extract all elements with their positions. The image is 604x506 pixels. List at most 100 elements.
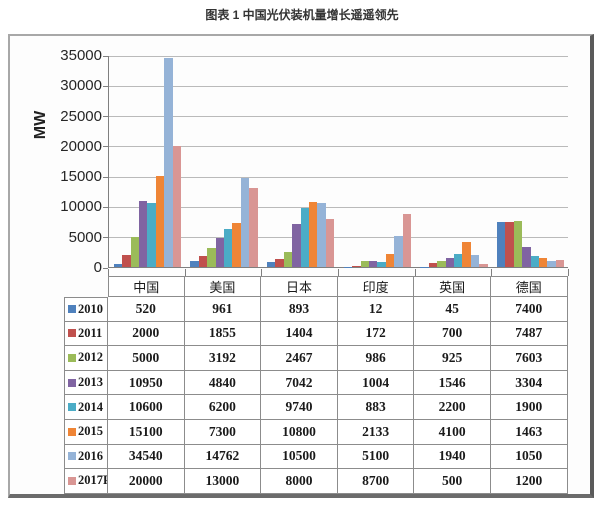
bar <box>309 201 318 267</box>
table-value-cell: 13000 <box>184 469 262 494</box>
bar <box>368 260 378 267</box>
table-year-label: 2016 <box>78 448 103 463</box>
table-value-cell: 2467 <box>261 346 338 371</box>
legend-swatch <box>68 378 76 387</box>
gridline <box>109 116 568 118</box>
table-value-cell: 1200 <box>490 469 568 494</box>
y-tick-label: 0 <box>93 259 102 276</box>
table-year-cell: 2015 <box>64 419 108 445</box>
table-value-cell: 520 <box>108 297 185 322</box>
plot-area <box>108 55 569 268</box>
x-tick-mark <box>568 269 569 276</box>
y-tick-label: 20000 <box>60 137 102 155</box>
table-value-cell: 1546 <box>414 370 491 396</box>
bar <box>164 57 173 267</box>
bar <box>428 262 438 267</box>
table-year-label: 2012 <box>78 350 103 365</box>
bar <box>232 222 241 267</box>
legend-swatch <box>68 452 76 461</box>
page-title: 图表 1 中国光伏装机量增长遥遥领先 <box>205 8 399 22</box>
bar <box>300 208 310 267</box>
table-value-cell: 12 <box>337 297 415 322</box>
bar <box>198 255 208 267</box>
table-year-label: 2017F <box>78 473 108 488</box>
table-value-cell: 500 <box>414 469 491 494</box>
table-value-cell: 7300 <box>184 419 262 445</box>
table-year-cell: 2011 <box>64 321 108 347</box>
table-value-cell: 1900 <box>490 395 568 420</box>
table-header-cell: 中国 <box>108 276 185 297</box>
table-value-cell: 45 <box>414 297 491 322</box>
y-tick-label: 35000 <box>60 47 102 64</box>
y-tick-label: 5000 <box>68 228 102 246</box>
bar <box>138 200 148 267</box>
bar <box>122 254 131 267</box>
bar-group-3 <box>262 56 339 267</box>
table-value-cell: 3192 <box>184 346 262 371</box>
legend-swatch <box>68 329 76 338</box>
bar <box>130 236 139 267</box>
bar <box>555 259 565 267</box>
bar-group-6 <box>492 56 569 267</box>
table-year-cell: 2012 <box>64 346 108 371</box>
table-header-cell: 英国 <box>414 276 491 297</box>
table-year-cell: 2017F <box>64 469 108 494</box>
gridline <box>109 206 568 208</box>
y-tick-mark <box>103 206 108 208</box>
bar <box>479 264 488 267</box>
y-tick-label: 15000 <box>60 168 102 186</box>
bar <box>445 257 454 267</box>
bar <box>402 214 411 267</box>
table-value-cell: 925 <box>414 346 491 371</box>
bar <box>155 175 165 267</box>
table-year-cell: 2014 <box>64 395 108 420</box>
table-value-cell: 893 <box>261 297 338 322</box>
table-value-cell: 7603 <box>490 346 568 371</box>
bar <box>215 237 224 267</box>
bar <box>497 222 506 267</box>
table-value-cell: 14762 <box>184 444 262 470</box>
x-tick-mark <box>108 269 109 276</box>
table-value-cell: 2133 <box>337 419 415 445</box>
table-header-cell: 日本 <box>261 276 338 297</box>
x-tick-mark <box>414 269 416 276</box>
table-header-cell: 德国 <box>490 276 568 297</box>
bar <box>267 261 276 267</box>
bar <box>275 258 284 267</box>
table-year-cell: 2010 <box>64 297 108 322</box>
data-table: 中国 美国 日本 印度 英国 德国 2010 520 961 893 12 45 7400 2011 200… <box>64 276 568 494</box>
y-tick-label: 30000 <box>60 77 102 95</box>
bar <box>385 254 395 267</box>
y-tick-mark <box>103 55 108 57</box>
table-value-cell: 4100 <box>414 419 491 445</box>
bar <box>462 242 471 267</box>
gridline <box>109 176 568 178</box>
table-value-cell: 700 <box>414 321 491 347</box>
table-value-cell: 2200 <box>414 395 491 420</box>
bar-group-4 <box>339 56 416 267</box>
y-tick-label: 25000 <box>60 107 102 125</box>
chart-panel: MW 35000 30000 25000 20000 15000 10000 5000 0 中… <box>8 34 594 498</box>
x-tick-mark <box>491 269 493 276</box>
table-value-cell: 34540 <box>108 444 185 470</box>
table-value-cell: 4840 <box>184 370 262 396</box>
legend-swatch <box>68 305 76 314</box>
table-value-cell: 10950 <box>108 370 185 396</box>
y-tick-mark <box>103 267 108 269</box>
table-year-cell: 2016 <box>64 444 108 470</box>
table-value-cell: 3304 <box>490 370 568 396</box>
table-value-cell: 5000 <box>108 346 185 371</box>
bar <box>360 261 369 267</box>
bar <box>394 236 403 267</box>
table-value-cell: 1855 <box>184 321 262 347</box>
table-value-cell: 7042 <box>261 370 338 396</box>
bar <box>147 202 156 267</box>
legend-swatch <box>68 353 76 362</box>
table-header-cell: 美国 <box>184 276 262 297</box>
x-tick-mark <box>338 269 339 276</box>
bar <box>547 260 556 267</box>
bar <box>325 218 335 267</box>
bar-group-2 <box>186 56 263 267</box>
x-tick-mark <box>261 269 263 276</box>
bar <box>453 253 463 267</box>
